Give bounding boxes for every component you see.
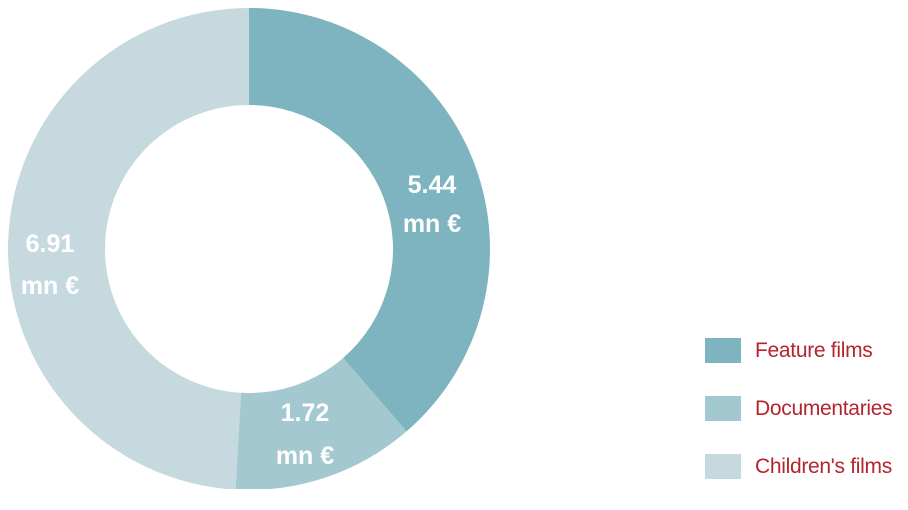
legend-label-documentaries: Documentaries (755, 396, 893, 420)
slice-unit-label-childrens-films: mn € (21, 272, 79, 300)
legend-swatch-documentaries (705, 396, 741, 421)
legend-item-feature-films: Feature films (705, 336, 908, 365)
legend-swatch-feature-films (705, 338, 741, 363)
donut-chart: 5.44 mn € 1.72 mn € 6.91 mn € (8, 8, 491, 489)
donut-slices (8, 8, 491, 489)
slice-unit-label-feature-films: mn € (403, 210, 461, 238)
slice-labels: 5.44 mn € 1.72 mn € 6.91 mn € (21, 171, 461, 470)
legend-item-documentaries: Documentaries (705, 394, 908, 423)
slice-value-label-documentaries: 1.72 (281, 399, 330, 427)
legend-label-feature-films: Feature films (755, 338, 873, 362)
legend-label-childrens-films: Children's films (755, 454, 892, 478)
slice-documentaries (235, 357, 407, 489)
slice-childrens-films (8, 8, 249, 489)
legend-item-childrens-films: Children's films (705, 452, 908, 481)
slice-feature-films (249, 8, 491, 432)
slice-value-label-childrens-films: 6.91 (26, 230, 75, 258)
slice-value-label-feature-films: 5.44 (408, 171, 457, 199)
chart-legend: Feature films Documentaries Children's f… (705, 336, 908, 510)
slice-unit-label-documentaries: mn € (276, 442, 334, 470)
legend-swatch-childrens-films (705, 454, 741, 479)
